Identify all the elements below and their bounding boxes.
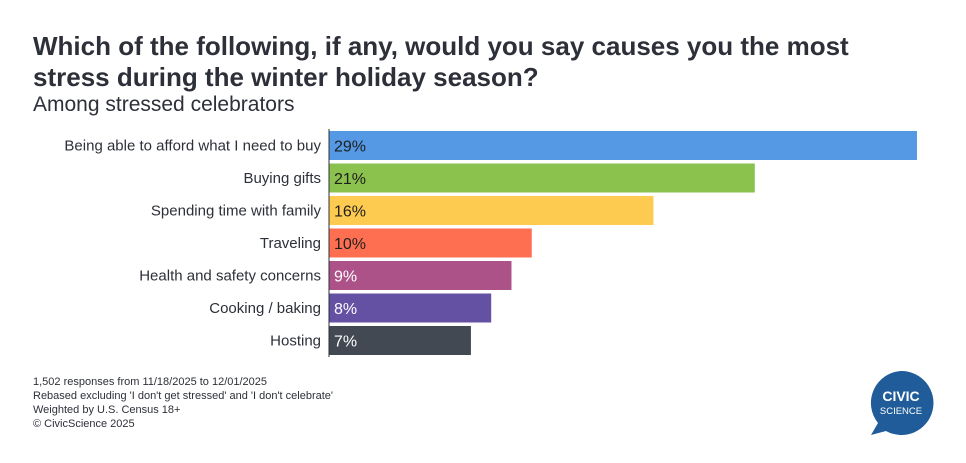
value-label: 7% [334,334,357,351]
logo-speech-bubble [870,370,934,435]
bar[interactable] [329,228,532,258]
footnote-weighted: Weighted by U.S. Census 18+ [33,404,181,416]
value-label: 10% [334,236,366,253]
logo-text-civic: CIVIC [882,388,919,404]
footnotes: 1,502 responses from 11/18/2025 to 12/01… [33,375,333,431]
category-label: Traveling [260,235,321,252]
value-label: 8% [334,301,357,318]
footnote-rebased: Rebased excluding 'I don't get stressed'… [33,390,334,402]
category-label: Being able to afford what I need to buy [64,138,321,155]
category-label: Hosting [270,333,321,350]
bar[interactable] [329,163,755,193]
category-label: Cooking / baking [209,300,321,317]
footnote-responses: 1,502 responses from 11/18/2025 to 12/01… [33,376,268,388]
value-label: 9% [334,269,357,286]
category-label: Spending time with family [151,203,322,220]
bar[interactable] [329,261,512,290]
civicscience-logo[interactable]: CIVIC SCIENCE [866,369,936,437]
bar[interactable] [329,196,654,225]
chart-title: Which of the following, if any, would yo… [33,31,849,92]
category-label: Health and safety concerns [139,268,321,285]
bars-layer: Being able to afford what I need to buy 2… [64,131,917,355]
value-label: 29% [334,139,366,156]
bar[interactable] [329,131,917,160]
bar[interactable] [329,326,471,355]
chart-subtitle: Among stressed celebrators [33,93,295,116]
bar[interactable] [329,293,492,323]
footnote-copyright: © CivicScience 2025 [33,418,135,430]
category-label: Buying gifts [243,170,321,187]
value-label: 16% [334,204,366,221]
value-label: 21% [334,171,366,188]
logo-text-science: SCIENCE [880,406,922,417]
